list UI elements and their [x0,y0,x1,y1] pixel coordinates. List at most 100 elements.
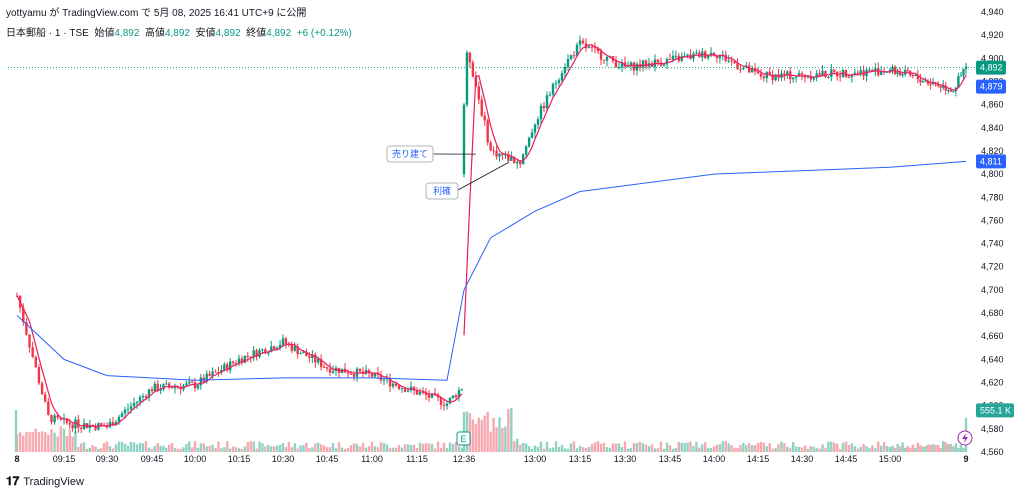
candle-body [77,419,80,428]
candle-body [302,351,305,354]
volume-bar [736,448,739,452]
candle-body [126,409,130,411]
candle-body [270,346,273,352]
candle-body [240,358,244,363]
volume-bar [454,441,458,452]
brand-label: TradingView [23,475,84,488]
candle-body [706,55,710,59]
volume-bar [641,443,645,452]
candle-body [188,381,191,384]
volume-bar [31,432,34,452]
volume-bar [445,448,449,452]
volume-bar [349,445,353,452]
volume-bar [281,443,285,452]
candle-body [31,347,34,357]
volume-bar [671,448,675,452]
candle-body [231,361,235,364]
volume-bar [293,443,296,452]
volume-bar [477,417,480,452]
candle-body [768,71,771,75]
close-value: 4,892 [266,28,292,39]
candle-body [680,56,683,61]
candle-body [727,60,730,62]
candle-body [22,307,25,322]
candle-body [668,58,672,60]
volume-bar [774,448,777,452]
volume-bar [105,441,109,452]
candle-body [584,43,588,49]
volume-bar [74,431,77,452]
annotation-leader [457,162,509,191]
x-tick-label: 10:15 [228,454,251,464]
volume-bar [853,446,856,452]
annotation-box-short[interactable] [386,145,434,163]
volume-bar [533,445,537,452]
candle-body [632,62,636,71]
annotation-box-take-profit[interactable] [425,182,459,200]
volume-bar [608,447,612,452]
candle-body [111,421,115,426]
candle-body [572,55,576,57]
volume-bar [28,432,31,452]
volume-bar [909,447,912,452]
volume-bar [427,443,431,452]
volume-bar [287,442,291,452]
volume-bar [229,448,232,452]
candle-body [931,82,935,85]
volume-bar [824,447,827,452]
candle-body [916,74,920,80]
candle-body [170,387,174,389]
volume-bar [68,429,71,452]
volume-bar [901,442,904,452]
candle-body [812,77,815,80]
y-tick-label: 4,780 [981,192,1004,202]
symbol-label[interactable]: 日本郵船 · 1 · TSE [6,28,89,39]
candle-body [542,105,546,109]
candle-body [141,395,145,398]
earnings-marker[interactable] [456,431,471,446]
volume-bar [492,417,495,452]
y-tick-label: 4,660 [981,331,1004,341]
candle-body [530,132,534,138]
candle-body [510,156,513,161]
volume-bar [868,448,871,452]
candle-body [173,386,177,389]
volume-bar [587,446,591,452]
candle-body [28,334,31,348]
volume-bar [193,441,197,452]
time-axis[interactable]: 8 09:15 09:30 09:45 10:00 10:15 10:30 10:45 11:0… [14,454,968,464]
candle-body [674,55,678,57]
volume-bar [952,446,955,452]
candle-body [797,73,801,77]
candle-body [959,75,963,77]
volume-bar [926,444,930,452]
candle-body [885,71,889,73]
candle-body [190,381,194,383]
volume-bar [290,447,293,452]
volume-bar [388,448,392,452]
candle-body [644,60,648,67]
candle-body [308,356,311,358]
volume-bar [325,447,329,452]
volume-bar [856,448,859,452]
volume-bar [919,445,922,452]
candle-body [818,73,821,76]
volume-bar [507,408,510,452]
tradingview-brand[interactable]: 𝟏𝟕 TradingView [6,474,84,489]
volume-bar [322,445,326,452]
volume-bar [436,441,440,452]
volume-bar [939,448,942,452]
volume-bar [756,442,760,452]
candle-body [871,69,874,72]
y-tick-label: 4,640 [981,354,1004,364]
volume-bar [117,441,121,452]
volume-bar [882,441,886,452]
volume-bar [677,441,680,452]
volume-bar [421,443,425,452]
volume-bar [706,447,710,452]
annotation-short-label: 売り建て [392,148,428,159]
high-label: 高値 [144,28,165,39]
x-tick-label: 10:00 [184,454,207,464]
candle-body [439,397,443,405]
